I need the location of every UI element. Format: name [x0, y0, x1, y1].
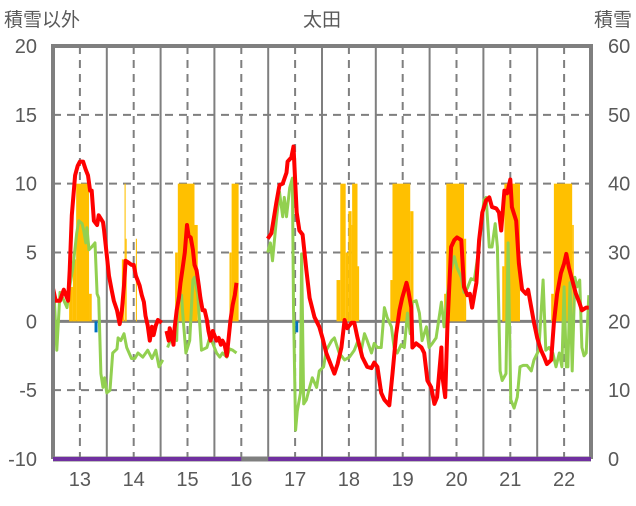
series-lines: [51, 144, 591, 432]
x-tick-label: 17: [284, 469, 306, 491]
x-tick-label: 14: [123, 469, 145, 491]
snow-bar: [352, 183, 358, 322]
snow-bar: [76, 183, 90, 322]
snow-bar: [124, 183, 126, 322]
x-tick-label: 13: [69, 469, 91, 491]
right-tick-label: 0: [608, 449, 619, 471]
snow-bar: [340, 183, 346, 322]
right-tick-label: 30: [608, 243, 630, 265]
snow-bar: [357, 266, 360, 322]
snow-bar: [229, 252, 232, 322]
left-tick-label: 0: [26, 311, 37, 333]
right-tick-label: 10: [608, 380, 630, 402]
series-red-line: [164, 223, 239, 358]
series-red-line: [266, 144, 589, 408]
snow-bar: [572, 224, 574, 322]
snow-bar: [231, 183, 239, 322]
chart-title: 太田: [303, 9, 341, 31]
snow-bar: [336, 280, 341, 322]
blue-bar: [295, 321, 299, 333]
snow-bar: [72, 259, 77, 322]
snow-bar: [410, 211, 414, 322]
snow-bar: [502, 266, 505, 322]
x-tick-label: 22: [553, 469, 575, 491]
blue-bar: [94, 321, 98, 333]
plot-frame: [51, 44, 593, 462]
snow-bar: [175, 252, 178, 322]
left-tick-label: 5: [26, 243, 37, 265]
series-green-line: [266, 176, 591, 432]
right-axis-title: 積雪: [594, 9, 632, 31]
snow-bar: [551, 293, 554, 322]
plot-border: [51, 44, 593, 459]
left-axis-title: 積雪以外: [4, 9, 80, 31]
snow-bar: [390, 280, 393, 322]
right-tick-label: 40: [608, 174, 630, 196]
series-green-line: [52, 219, 165, 395]
x-tick-label: 19: [392, 469, 414, 491]
x-tick-label: 20: [445, 469, 467, 491]
x-tick-label: 15: [176, 469, 198, 491]
left-tick-label: 20: [15, 36, 37, 58]
right-tick-label: 20: [608, 311, 630, 333]
left-tick-label: 10: [15, 174, 37, 196]
left-tick-label: -5: [19, 380, 37, 402]
snow-bar: [69, 286, 73, 322]
x-tick-label: 21: [499, 469, 521, 491]
right-tick-label: 60: [608, 36, 630, 58]
snow-bar: [348, 211, 352, 322]
blue-bars: [94, 321, 299, 333]
snow-bar: [351, 224, 353, 322]
x-tick-label: 16: [230, 469, 252, 491]
snow-bar: [345, 252, 349, 322]
snow-bar: [89, 293, 92, 322]
left-tick-label: 15: [15, 105, 37, 127]
x-tick-label: 18: [338, 469, 360, 491]
series-red-line: [51, 159, 163, 343]
right-tick-label: 50: [608, 105, 630, 127]
left-tick-label: -10: [8, 449, 37, 471]
